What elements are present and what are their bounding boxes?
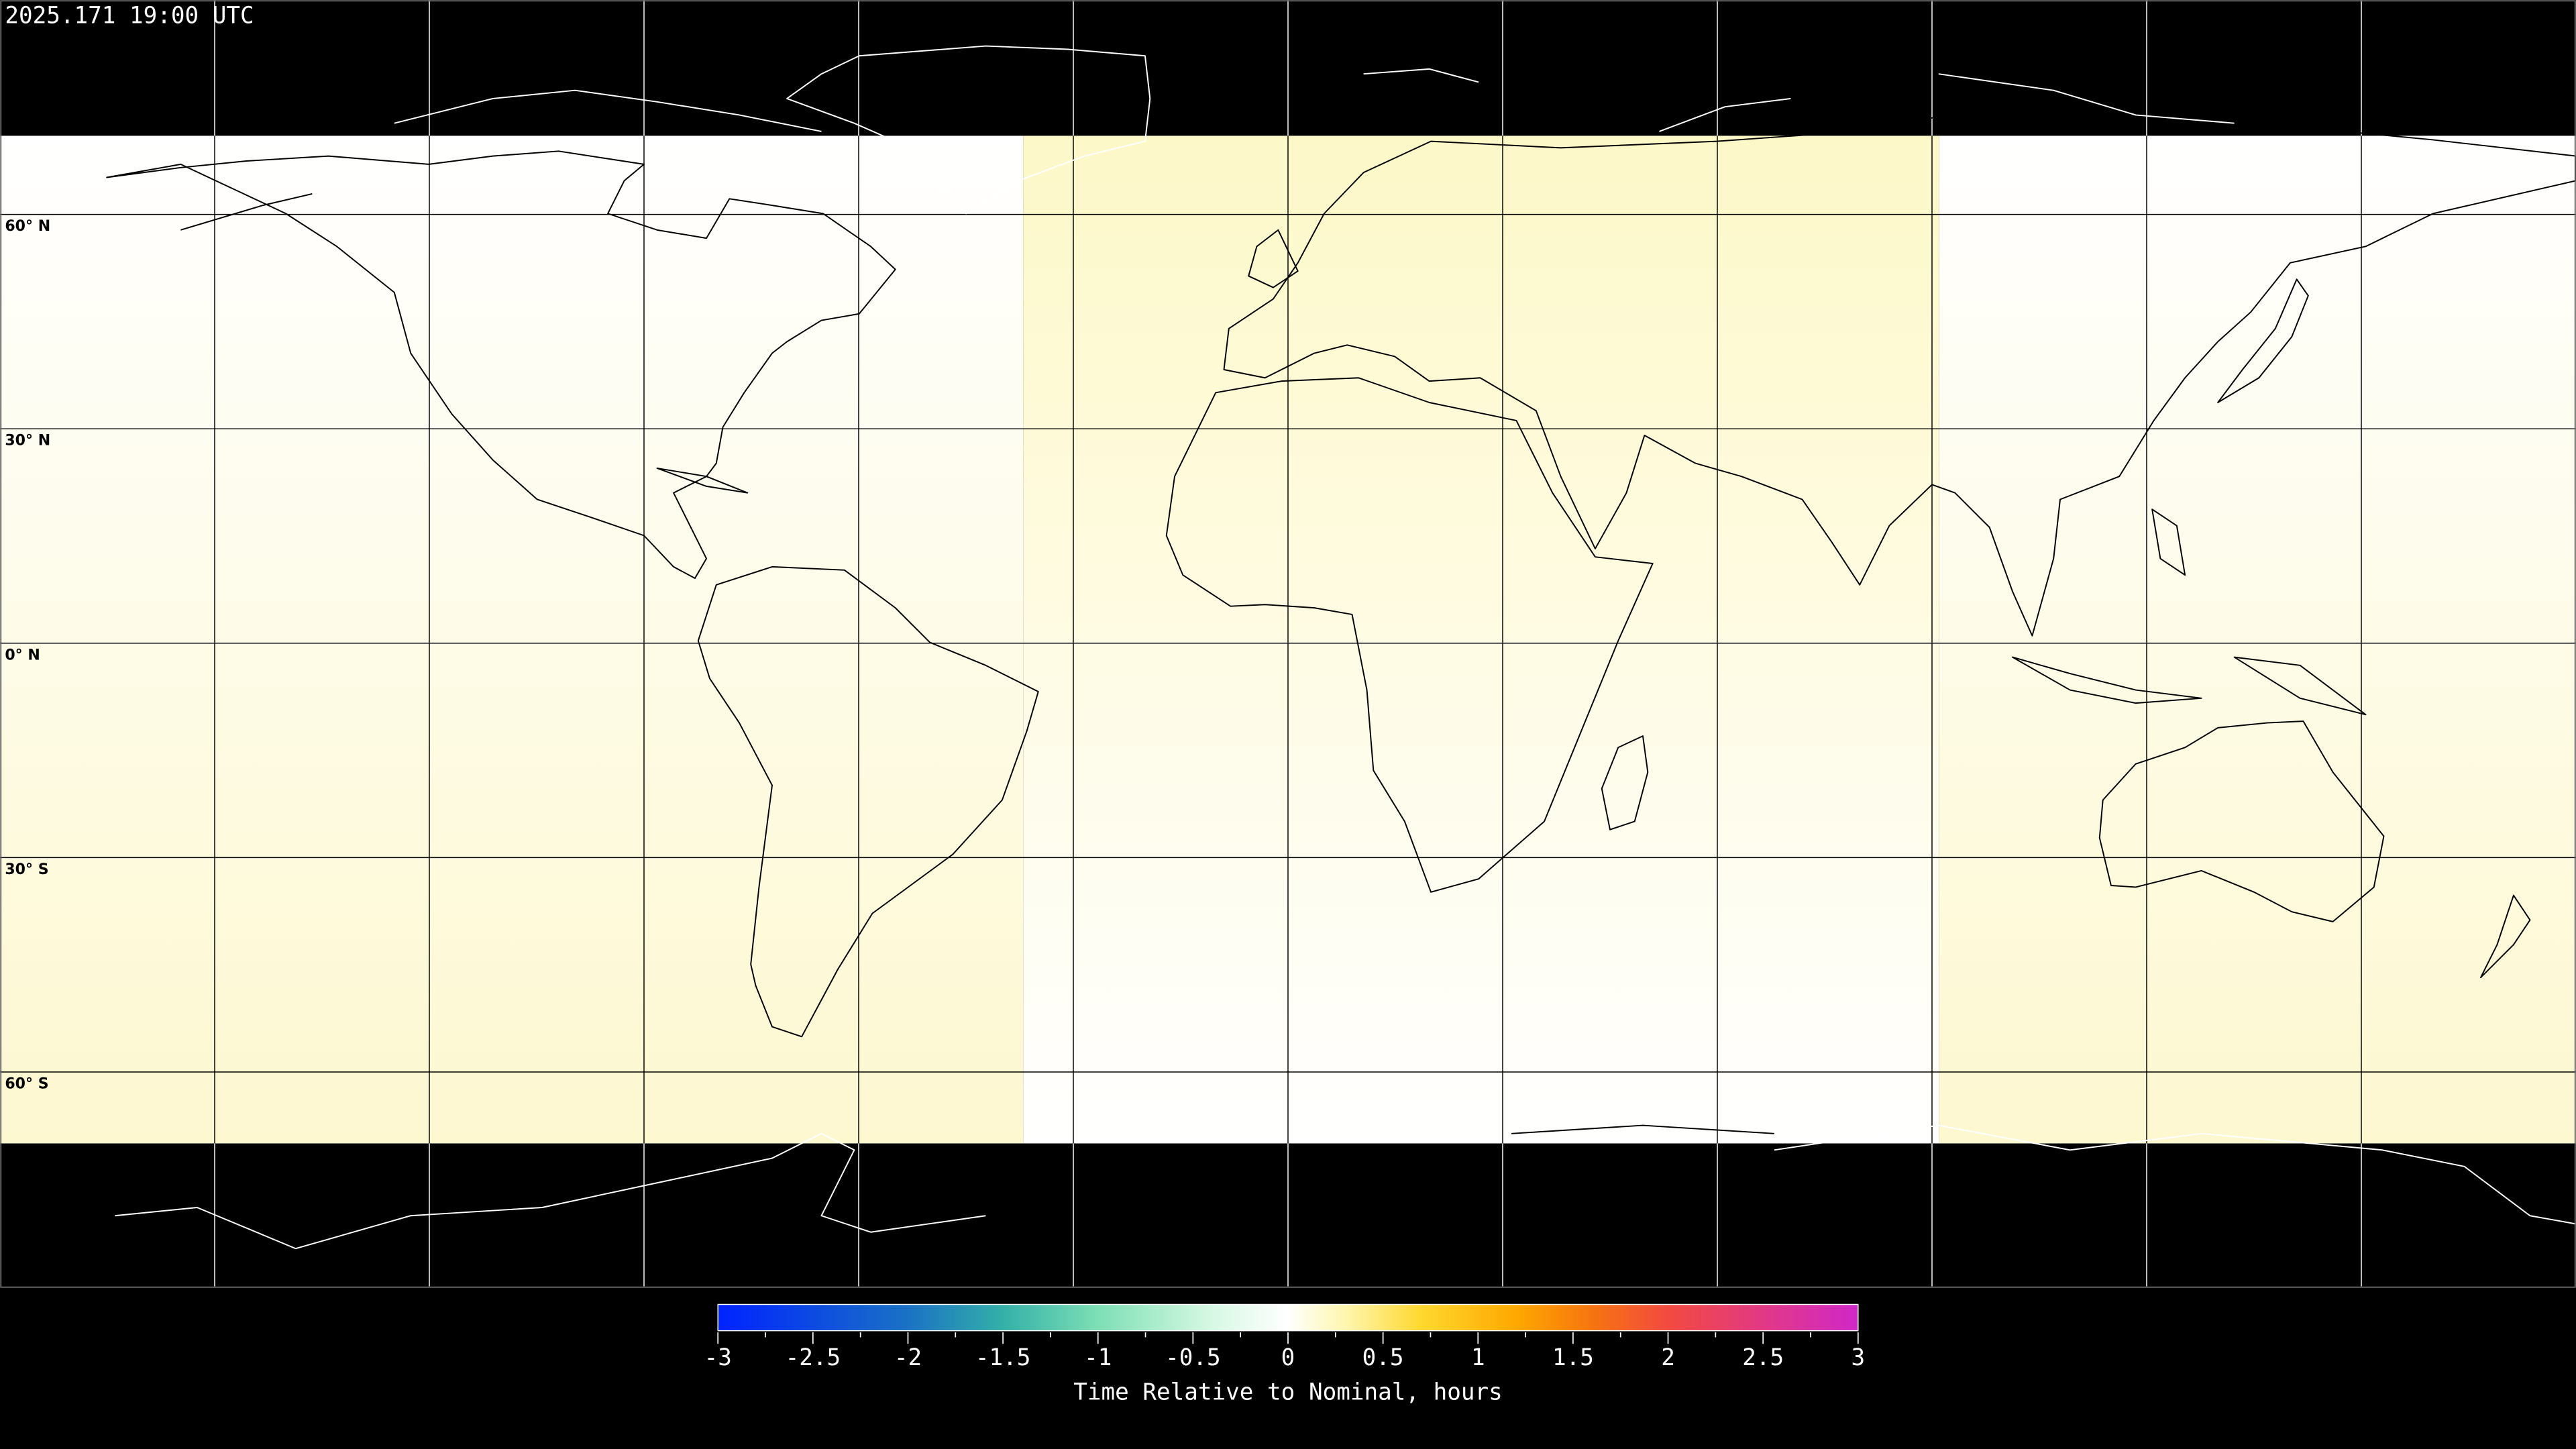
coast-alaska-peninsula	[180, 193, 313, 231]
latitude-label: 30° N	[5, 433, 50, 449]
colorbar-gradient	[717, 1303, 1859, 1332]
colorbar-tick-label: 2	[1661, 1344, 1675, 1371]
coverage-region	[1023, 136, 1939, 1144]
colorbar-tick-label: -3	[704, 1344, 732, 1371]
coast-antarctica-pacific	[1774, 1124, 2576, 1225]
coast-new-zealand	[2479, 894, 2531, 979]
coast-antarctica-east	[1511, 1124, 1774, 1134]
graticule	[214, 0, 2362, 1287]
coast-australia	[2098, 720, 2385, 922]
coverage-region	[0, 136, 1024, 1144]
latitude-label: 60° N	[5, 218, 50, 235]
coast-africa	[1165, 377, 1654, 893]
timestamp-title: 2025.171 19:00 UTC	[5, 2, 254, 29]
colorbar-tick-label: -2.5	[786, 1344, 841, 1371]
coast-madagascar	[1601, 735, 1649, 830]
colorbar-ticks: -3 -2.5 -2 -1.5 -1 -0.5 0 0.5 1 1.5 2 2.5 3	[704, 1332, 1865, 1371]
coast-greenland	[786, 45, 1151, 215]
latitude-label: 30° S	[5, 861, 48, 878]
latitude-label: 0° N	[5, 647, 40, 663]
coast-arctic-islands	[394, 68, 2235, 132]
coastlines	[106, 45, 2576, 1250]
colorbar-tick-label: -1.5	[975, 1344, 1031, 1371]
coast-eurasia	[1223, 104, 2576, 637]
coast-great-britain	[1248, 229, 1299, 288]
coast-new-guinea	[2233, 656, 2367, 716]
colorbar-label: Time Relative to Nominal, hours	[1073, 1379, 1503, 1406]
map-frame	[0, 0, 2576, 1288]
colorbar-tick-label: -1	[1084, 1344, 1112, 1371]
colorbar-tick-label: 0.5	[1362, 1344, 1404, 1371]
colorbar-tick-label: 1.5	[1552, 1344, 1594, 1371]
colorbar: -3 -2.5 -2 -1.5 -1 -0.5 0 0.5 1 1.5 2 2.5 3 Time Rel…	[704, 1303, 1865, 1406]
coast-south-america	[697, 566, 1039, 1038]
coast-north-america	[106, 150, 896, 580]
colorbar-tick-label: -0.5	[1165, 1344, 1221, 1371]
colorbar-tick-label: 3	[1851, 1344, 1865, 1371]
coast-philippines	[2151, 508, 2186, 576]
colorbar-tick-label: 0	[1281, 1344, 1295, 1371]
colorbar-tick-label: -2	[894, 1344, 922, 1371]
coast-antarctica-west	[115, 1132, 986, 1250]
latitude-label: 60° S	[5, 1075, 48, 1092]
coast-cuba	[656, 467, 749, 494]
map-area: 60° N 30° N 0° N 30° S 60° S	[0, 0, 2576, 1287]
coast-indonesia	[2012, 656, 2202, 704]
latitude-labels: 60° N 30° N 0° N 30° S 60° S	[5, 218, 50, 1092]
coast-japan	[2217, 278, 2309, 403]
colorbar-tick-label: 1	[1471, 1344, 1485, 1371]
colorbar-tick-label: 2.5	[1742, 1344, 1784, 1371]
coverage-region	[1939, 136, 2576, 1144]
